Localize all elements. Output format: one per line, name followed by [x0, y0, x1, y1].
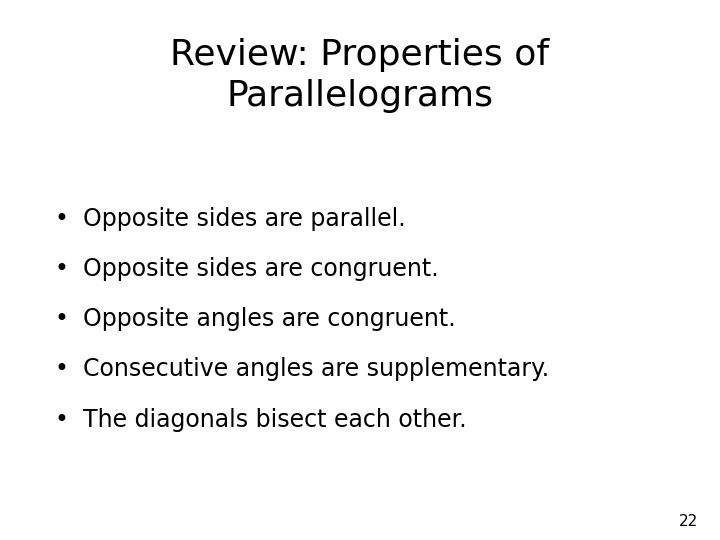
Text: 22: 22 — [679, 514, 698, 529]
Text: •: • — [54, 357, 68, 381]
Text: Opposite sides are parallel.: Opposite sides are parallel. — [83, 207, 405, 231]
Text: Opposite sides are congruent.: Opposite sides are congruent. — [83, 257, 438, 281]
Text: •: • — [54, 307, 68, 331]
Text: The diagonals bisect each other.: The diagonals bisect each other. — [83, 408, 467, 431]
Text: Consecutive angles are supplementary.: Consecutive angles are supplementary. — [83, 357, 549, 381]
Text: •: • — [54, 207, 68, 231]
Text: •: • — [54, 408, 68, 431]
Text: Review: Properties of
Parallelograms: Review: Properties of Parallelograms — [171, 38, 549, 112]
Text: •: • — [54, 257, 68, 281]
Text: Opposite angles are congruent.: Opposite angles are congruent. — [83, 307, 456, 331]
